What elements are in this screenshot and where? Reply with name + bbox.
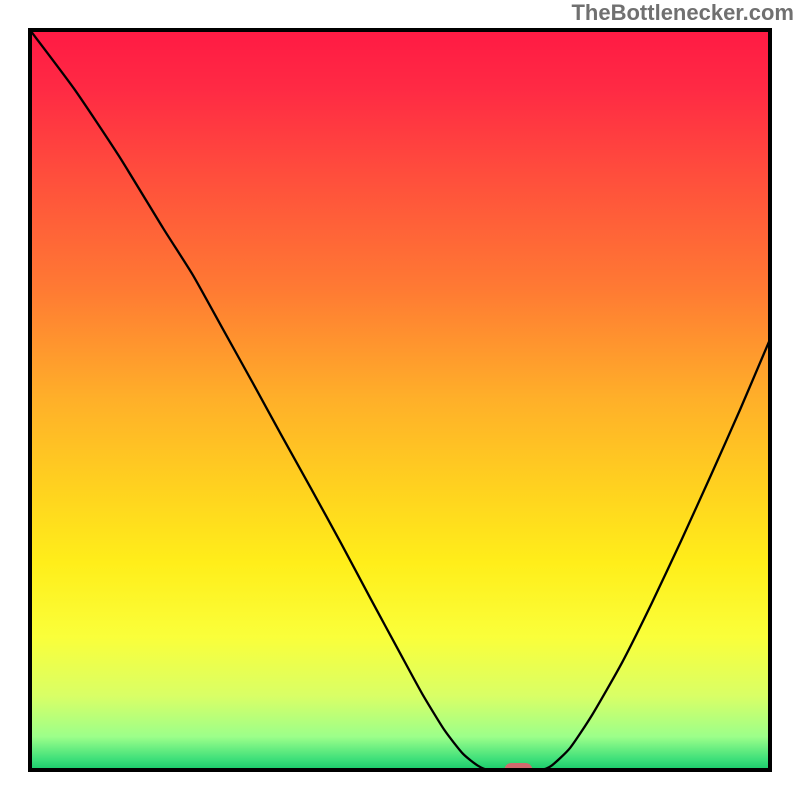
gradient-background: [30, 30, 770, 770]
chart-frame: TheBottlenecker.com: [0, 0, 800, 800]
watermark-text: TheBottlenecker.com: [571, 0, 794, 26]
bottleneck-chart: [0, 0, 800, 800]
